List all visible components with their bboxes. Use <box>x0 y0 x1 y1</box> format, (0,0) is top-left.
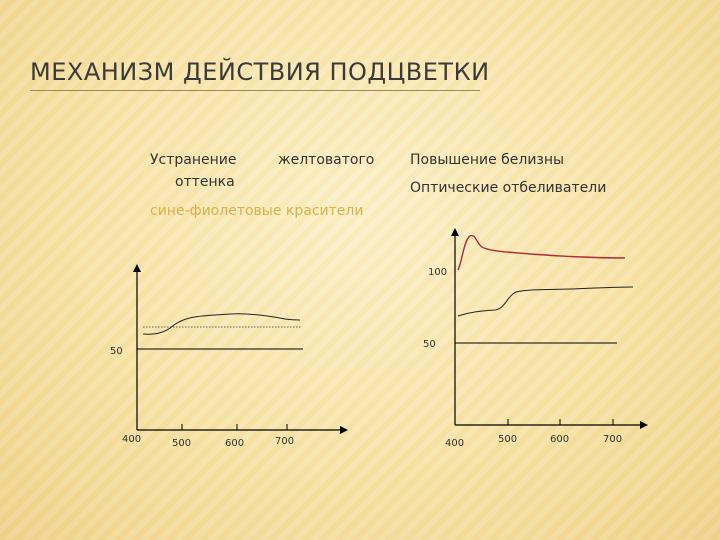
left-subheading: сине-фиолетовые красители <box>150 203 364 219</box>
left-heading-word3: оттенка <box>175 174 235 190</box>
right-heading: Повышение белизны <box>410 152 565 168</box>
left-heading-word1: Устранение <box>150 152 237 168</box>
left-y-tick-label: 50 <box>110 346 123 357</box>
right-brightened-curve <box>457 234 626 271</box>
right-x-tick-label: 500 <box>498 434 517 445</box>
right-original-curve <box>457 286 634 317</box>
left-graph: 50 400 500 600 700 <box>110 264 348 449</box>
right-y-tick-label-50: 50 <box>423 339 436 350</box>
right-x-tick-label: 600 <box>550 434 569 445</box>
right-x-tick-label: 400 <box>445 438 464 449</box>
left-x-tick-label: 700 <box>275 436 294 447</box>
left-x-tick-label: 600 <box>225 438 244 449</box>
right-x-arrow-icon <box>640 421 648 429</box>
left-x-arrow-icon <box>340 426 348 434</box>
right-subheading: Оптические отбеливатели <box>410 180 607 196</box>
right-y-tick-label-100: 100 <box>428 267 447 278</box>
left-reflectance-curve <box>142 313 301 335</box>
slide-title: МЕХАНИЗМ ДЕЙСТВИЯ ПОДЦВЕТКИ <box>30 58 490 86</box>
left-heading-word2: желтоватого <box>278 152 375 168</box>
title-underline <box>30 90 480 91</box>
left-x-tick-label: 400 <box>122 434 141 445</box>
right-x-tick-label: 700 <box>603 434 622 445</box>
left-y-arrow-icon <box>133 264 141 272</box>
left-x-tick-label: 500 <box>172 438 191 449</box>
right-graph: 100 50 400 500 600 700 <box>423 228 648 449</box>
right-y-arrow-icon <box>451 228 459 236</box>
